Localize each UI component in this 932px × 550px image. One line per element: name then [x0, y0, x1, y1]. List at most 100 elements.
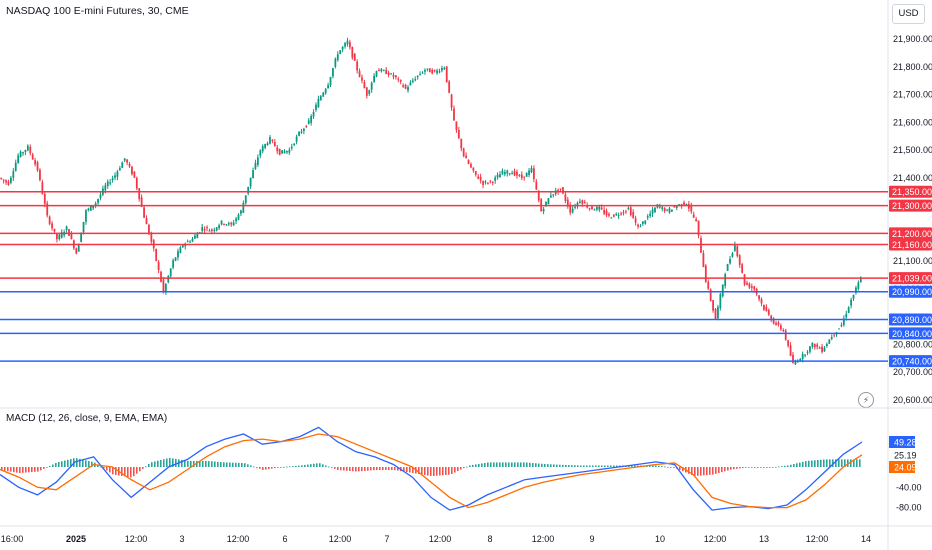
candle-body: [784, 330, 787, 340]
candle-body: [43, 194, 46, 204]
candle-body: [390, 73, 392, 75]
macd-histogram-bar: [16, 467, 18, 473]
candle-body: [77, 243, 80, 252]
macd-histogram-bar: [466, 466, 468, 468]
candle-body: [99, 194, 102, 199]
candle-body: [491, 181, 494, 183]
candle-body: [380, 69, 383, 72]
candle-body: [564, 194, 567, 201]
macd-histogram-bar: [22, 467, 24, 473]
candle-body: [281, 150, 283, 154]
price-tick-label: 21,400.00: [893, 173, 932, 183]
candle-body: [378, 69, 380, 72]
candle-body: [319, 96, 322, 101]
macd-histogram-bar: [244, 463, 246, 467]
time-tick-label: 3: [179, 534, 184, 544]
support-line-label: 20,840.00: [892, 329, 932, 339]
candle-body: [167, 276, 170, 283]
macd-histogram-bar: [37, 467, 39, 472]
candle-body: [455, 121, 458, 130]
resistance-line-label: 21,200.00: [892, 229, 932, 239]
candle-body: [397, 78, 400, 80]
candle-body: [470, 164, 472, 168]
candle-body: [566, 199, 569, 207]
candle-body: [385, 69, 388, 74]
macd-histogram-bar: [841, 459, 843, 467]
candle-body: [160, 271, 162, 282]
macd-histogram-bar: [820, 459, 822, 467]
candle-body: [19, 151, 22, 157]
candle-body: [673, 206, 676, 208]
macd-histogram-bar: [382, 467, 384, 471]
candle-body: [0, 177, 3, 179]
candle-body: [315, 104, 317, 110]
time-tick-label: 12:00: [125, 534, 148, 544]
macd-histogram-bar: [691, 467, 693, 476]
macd-histogram-bar: [856, 459, 858, 467]
candle-body: [465, 155, 468, 159]
currency-button[interactable]: USD: [892, 4, 925, 24]
candle-body: [307, 120, 310, 124]
macd-histogram-bar: [367, 467, 369, 471]
macd-histogram-bar: [499, 462, 501, 467]
candle-body: [557, 189, 560, 192]
candle-body: [75, 248, 78, 254]
macd-histogram-bar: [346, 467, 348, 471]
candle-body: [223, 223, 225, 225]
candle-body: [482, 180, 484, 186]
candle-body: [779, 325, 782, 330]
candle-body: [683, 202, 685, 205]
candle-body: [644, 220, 647, 224]
macd-histogram-bar: [859, 459, 861, 467]
macd-histogram-bar: [649, 465, 651, 467]
candle-body: [702, 253, 705, 268]
macd-histogram-bar: [445, 467, 447, 475]
macd-histogram-bar: [463, 467, 465, 469]
macd-histogram-bar: [583, 465, 585, 467]
macd-histogram-bar: [700, 467, 702, 476]
macd-histogram-bar: [331, 467, 333, 468]
macd-histogram-bar: [55, 463, 57, 467]
macd-histogram-bar: [751, 467, 753, 468]
candle-body: [247, 186, 250, 194]
last-price-label: 21,039.00: [892, 274, 932, 284]
candle-body: [707, 281, 710, 289]
macd-histogram-bar: [454, 467, 456, 473]
time-tick-label: 12:00: [429, 534, 452, 544]
candle-body: [324, 88, 327, 94]
macd-histogram-bar: [127, 467, 129, 477]
candle-body: [58, 234, 61, 240]
candle-body: [726, 264, 729, 271]
last-price-tag: [889, 272, 932, 285]
candle-body: [525, 172, 528, 177]
macd-histogram-bar: [229, 462, 231, 467]
macd-histogram-bar: [775, 466, 777, 468]
candle-body: [424, 69, 426, 72]
candle-body: [431, 69, 434, 74]
candle-body: [361, 77, 363, 81]
support-line-tag: [889, 327, 932, 340]
macd-histogram-bar: [799, 462, 801, 467]
macd-histogram-bar: [808, 460, 810, 467]
candle-body: [629, 207, 632, 216]
candle-body: [411, 80, 414, 83]
candle-body: [252, 170, 254, 179]
candle-body: [14, 162, 17, 171]
macd-histogram-bar: [430, 467, 432, 476]
macd-histogram-bar: [847, 459, 849, 467]
candle-body: [750, 286, 753, 288]
candle-body: [177, 251, 179, 258]
candle-body: [537, 191, 540, 201]
candle-body: [453, 108, 455, 121]
macd-histogram-bar: [568, 465, 570, 467]
candle-body: [772, 318, 775, 324]
candle-body: [414, 79, 417, 81]
macd-histogram-bar: [460, 467, 462, 470]
candle-body: [816, 344, 819, 347]
macd-histogram-bar: [823, 459, 825, 467]
macd-histogram-bar: [439, 467, 441, 476]
candle-body: [254, 162, 257, 170]
macd-histogram-bar: [442, 467, 444, 476]
candle-body: [610, 217, 613, 219]
